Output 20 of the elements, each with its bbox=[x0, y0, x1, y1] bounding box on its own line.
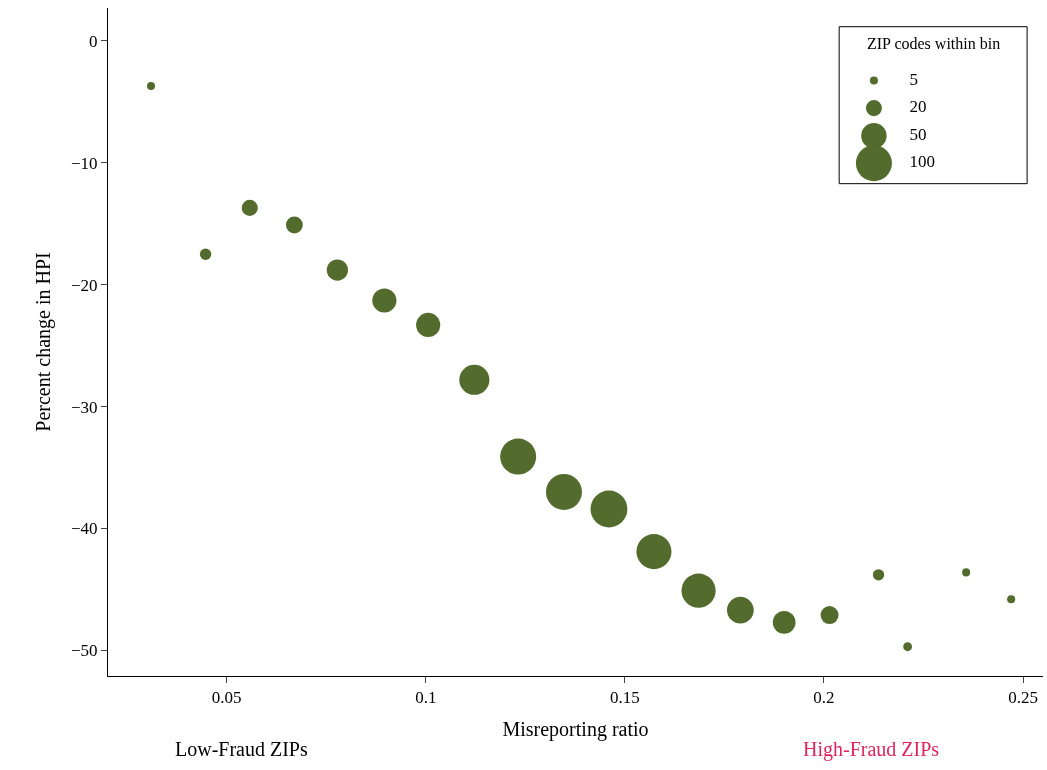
y-tick-label: 0 bbox=[89, 31, 98, 51]
y-tick-label: −30 bbox=[71, 397, 98, 417]
text: High-Fraud ZIPs bbox=[803, 738, 940, 761]
x-tick-label: 0.05 bbox=[211, 688, 242, 708]
y-tick-label: −40 bbox=[71, 519, 98, 539]
y-tick-label: −10 bbox=[71, 153, 98, 173]
y-axis-title: Percent change in HPI bbox=[31, 252, 55, 432]
legend-label: 50 bbox=[909, 124, 927, 144]
legend-label: 20 bbox=[909, 97, 927, 117]
x-tick-label: 0.2 bbox=[813, 688, 835, 708]
x-tick-label: 0.25 bbox=[1008, 688, 1038, 708]
x-tick-label: 0.1 bbox=[415, 688, 437, 708]
y-tick-label: −20 bbox=[71, 275, 98, 295]
text: Low-Fraud ZIPs bbox=[175, 738, 308, 760]
legend-title: ZIP codes within bin bbox=[867, 35, 1001, 52]
x-axis-title: Misreporting ratio bbox=[502, 717, 649, 741]
x-tick-label: 0.15 bbox=[610, 688, 640, 708]
y-tick-label: −50 bbox=[71, 641, 98, 661]
legend-label: 100 bbox=[909, 152, 935, 172]
legend-label: 5 bbox=[909, 69, 918, 89]
